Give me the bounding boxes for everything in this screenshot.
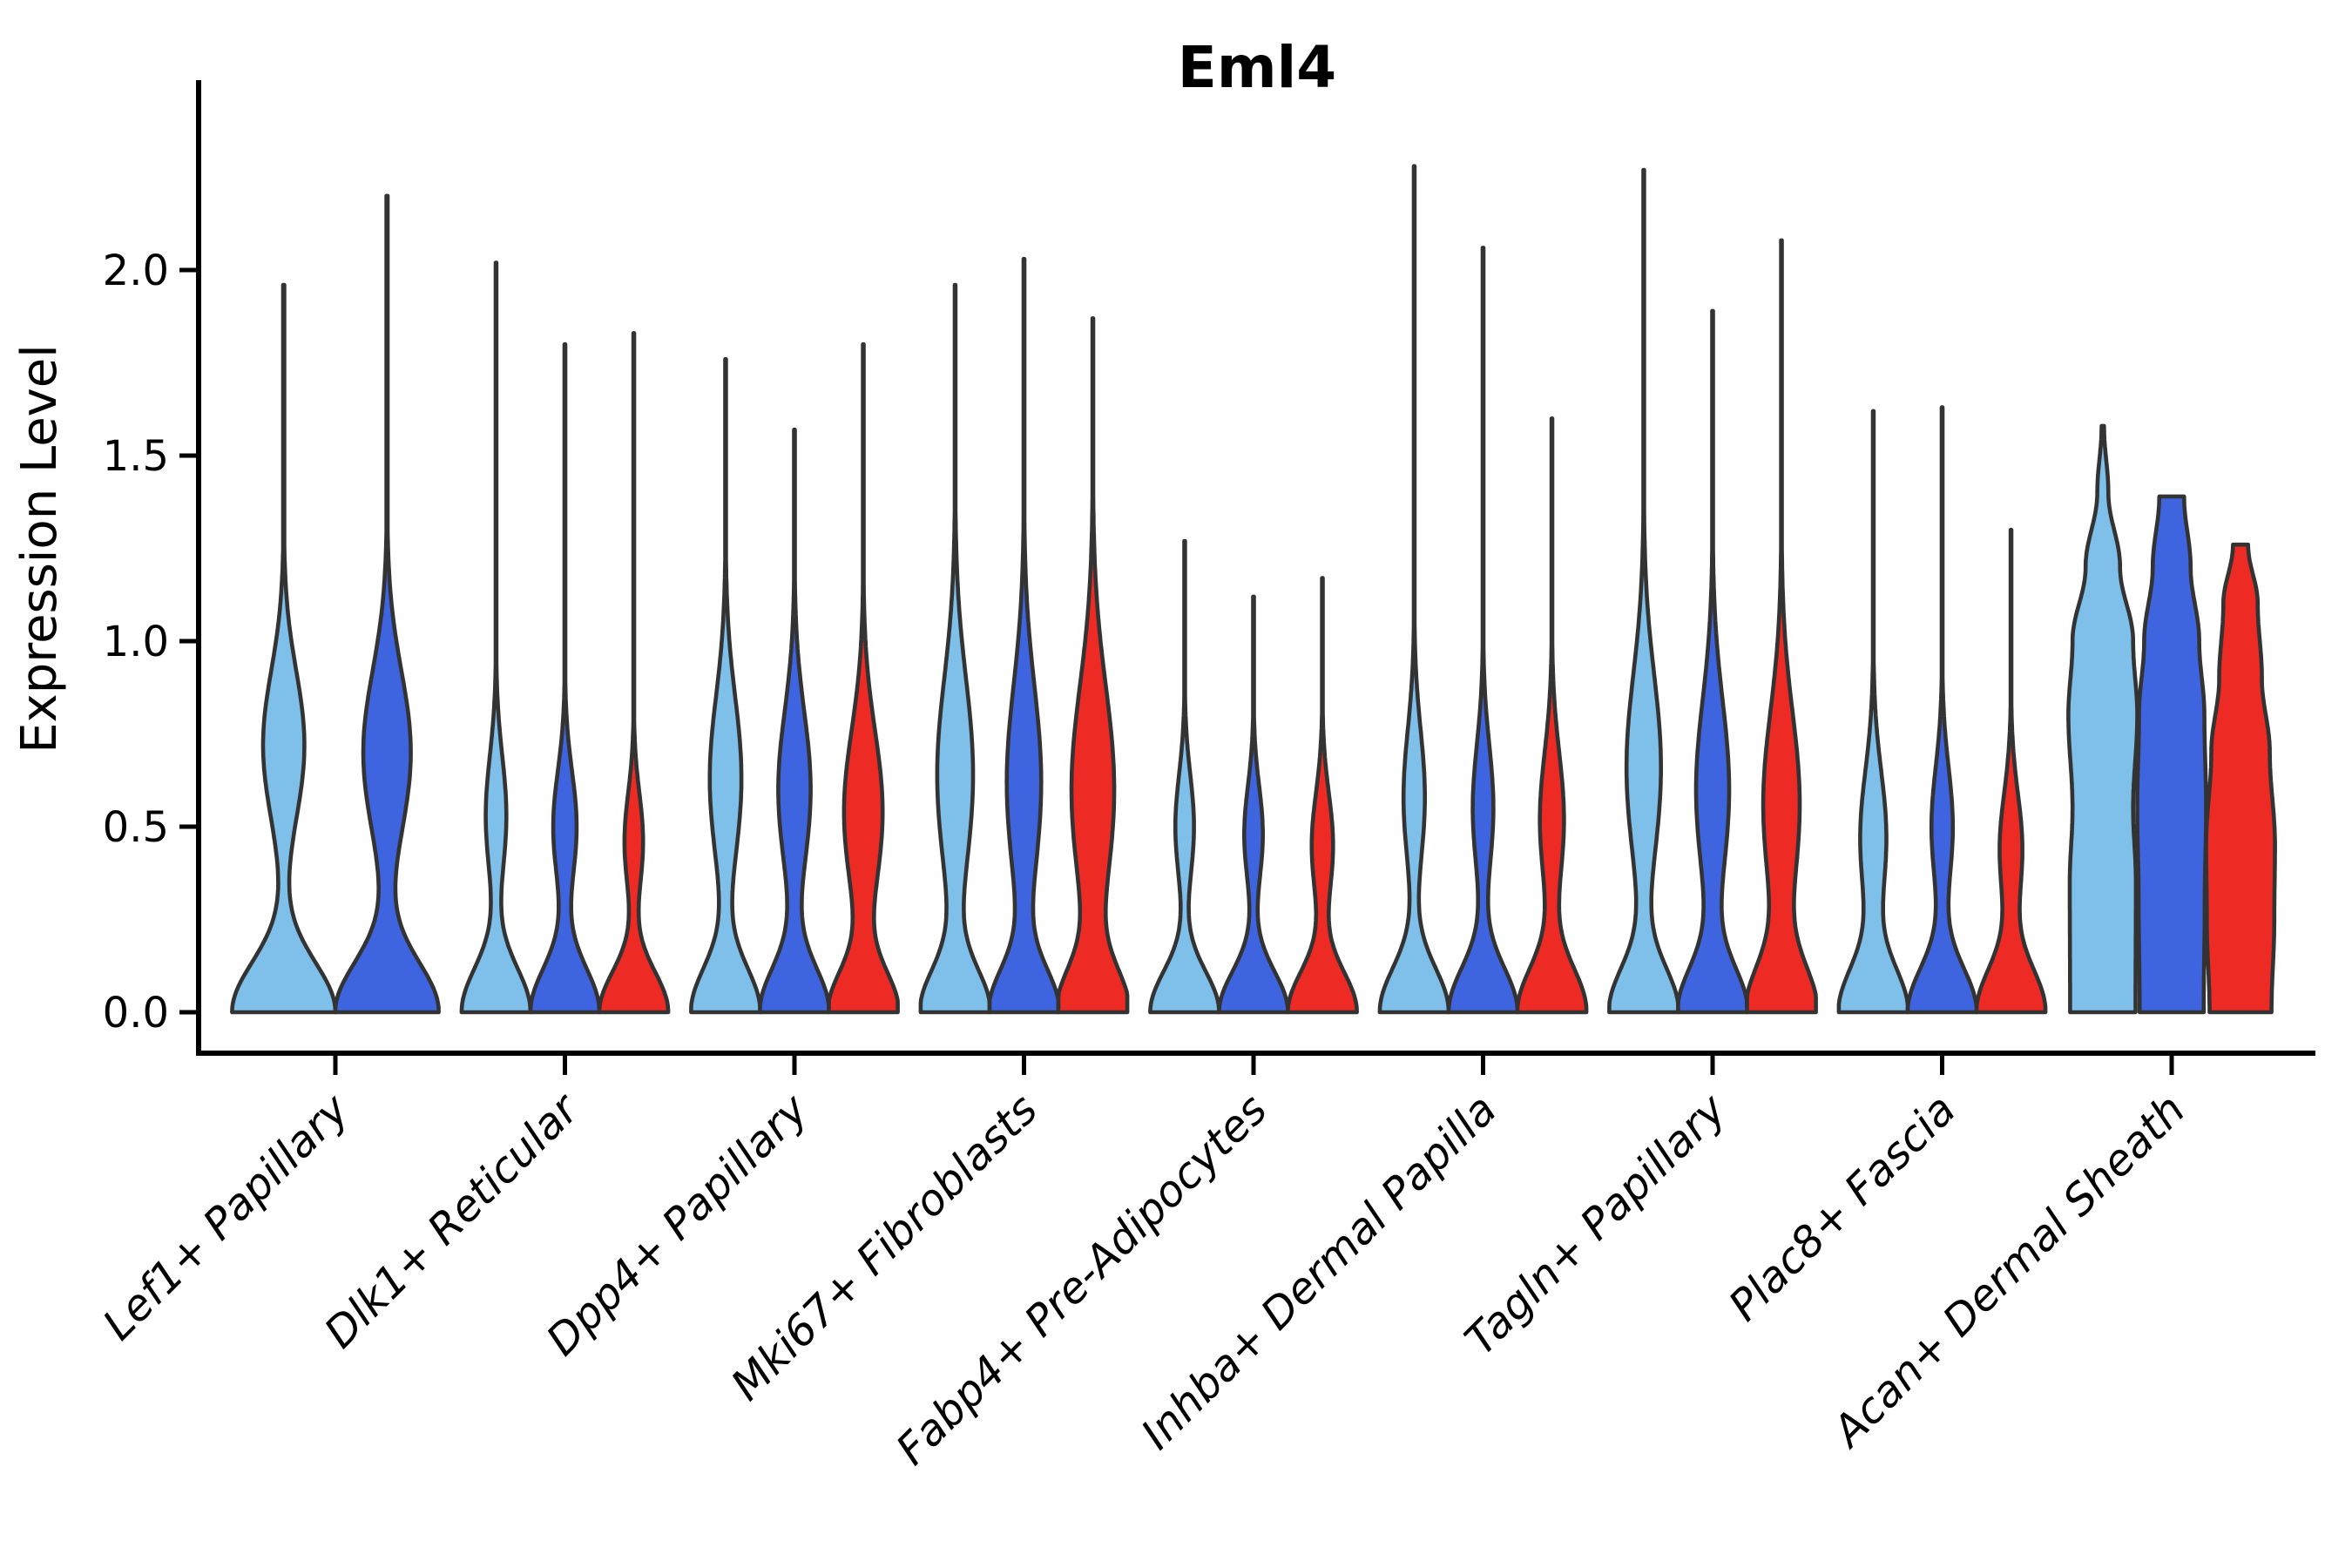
violin-fabp4-pre-adipocytes-red [1286,576,1359,1015]
violin-inhba-dermal-papilla-red [1515,416,1589,1015]
violin-mki67-fibroblasts-lightblue [918,282,992,1015]
violin-dlk1-reticular-red [597,331,671,1015]
violins-layer [230,164,2277,1015]
violin-lef1-papillary-blue [333,193,441,1015]
y-tick-label: 0.5 [103,803,169,852]
violin-fabp4-pre-adipocytes-lightblue [1148,538,1221,1015]
violin-mki67-fibroblasts-blue [987,256,1061,1015]
y-tick-label: 1.5 [103,432,169,481]
violin-dlk1-reticular-lightblue [459,260,533,1015]
violin-dpp4-papillary-red [827,341,900,1015]
violin-inhba-dermal-papilla-blue [1446,246,1520,1015]
x-tick-label: Lef1+ Papillary [93,1084,359,1349]
violin-tagln-papillary-blue [1676,308,1749,1015]
x-tick-label: Fabp4+ Pre-Adipocytes [887,1085,1277,1475]
violin-acan-dermal-sheath-blue [2135,494,2208,1015]
violin-inhba-dermal-papilla-lightblue [1377,164,1451,1015]
y-tick-label: 0.0 [103,989,169,1037]
x-tick-label: Plac8+ Fascia [1720,1085,1965,1330]
violin-dlk1-reticular-blue [528,341,602,1015]
violin-dpp4-papillary-lightblue [689,356,762,1015]
violin-fabp4-pre-adipocytes-blue [1217,594,1290,1015]
violin-lef1-papillary-lightblue [230,282,338,1015]
x-tick-label: Dlk1+ Reticular [314,1083,589,1357]
violin-plac8-fascia-blue [1905,405,1979,1015]
violin-mki67-fibroblasts-red [1056,316,1130,1015]
violin-tagln-papillary-lightblue [1607,167,1680,1015]
y-tick-label: 2.0 [103,247,169,295]
violin-plac8-fascia-red [1974,527,2048,1015]
violin-plac8-fascia-lightblue [1836,409,1910,1015]
violin-dpp4-papillary-blue [758,427,831,1015]
y-axis-label: Expression Level [11,344,68,754]
violin-tagln-papillary-red [1745,238,1818,1015]
violin-acan-dermal-sheath-red [2204,542,2277,1015]
plot-title: Eml4 [1178,34,1336,101]
y-tick-label: 1.0 [103,618,169,666]
violin-acan-dermal-sheath-lightblue [2066,423,2139,1015]
